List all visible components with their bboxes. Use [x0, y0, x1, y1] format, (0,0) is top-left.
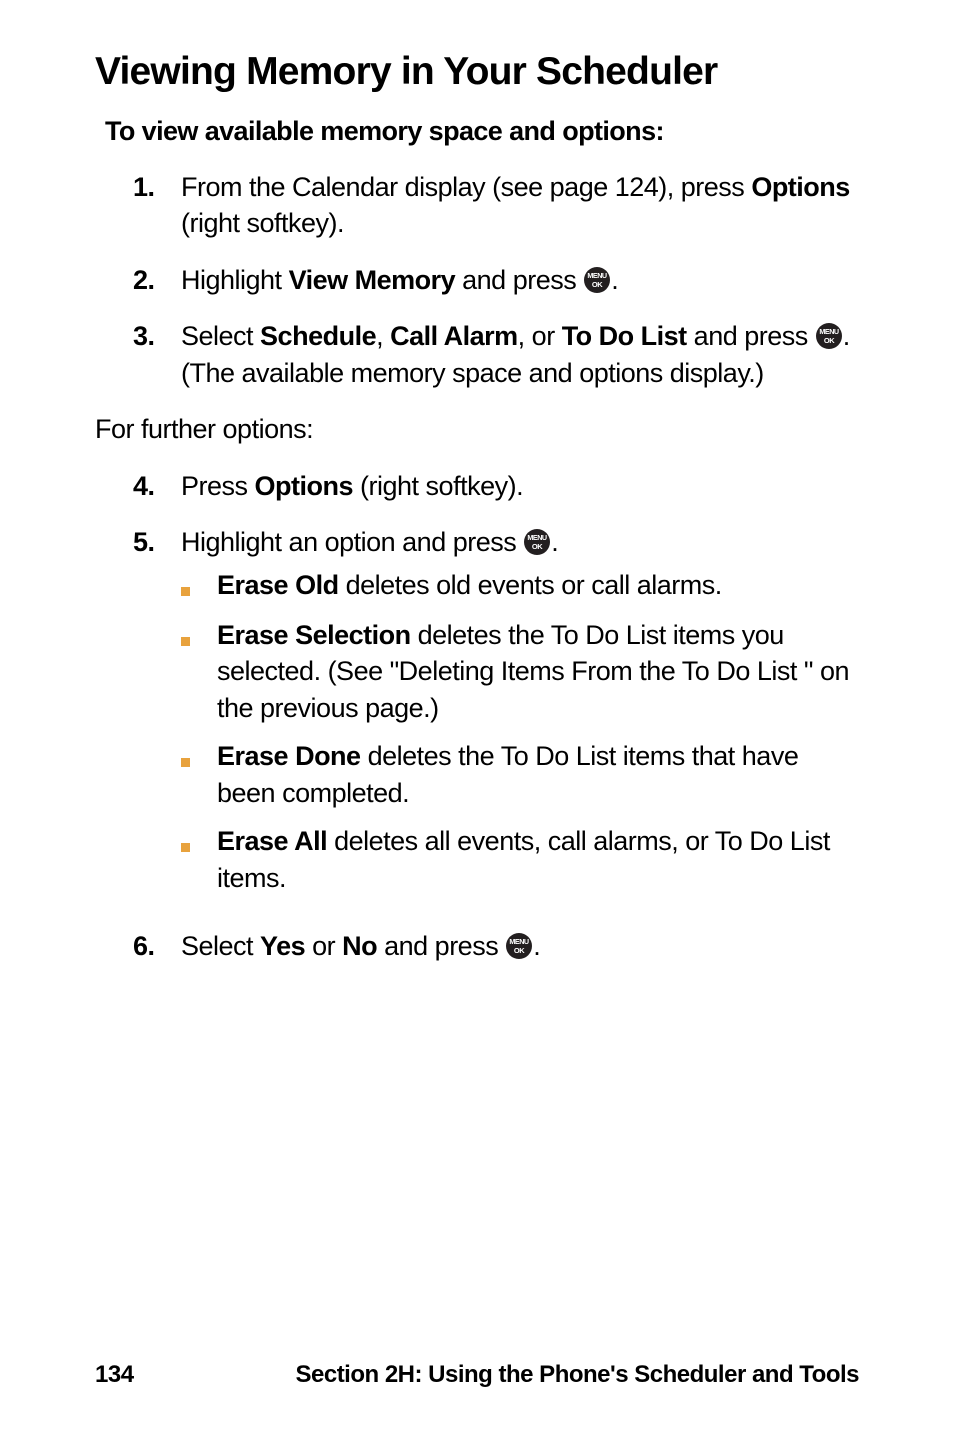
sub-option: Erase Done deletes the To Do List items …	[181, 738, 859, 811]
step-2: 2. Highlight View Memory and press .	[133, 262, 859, 298]
bullet-icon	[181, 738, 217, 811]
bullet-icon	[181, 567, 217, 605]
bullet-icon	[181, 617, 217, 726]
page-footer: 134 Section 2H: Using the Phone's Schedu…	[95, 1361, 859, 1389]
step-number: 2.	[133, 262, 181, 298]
section-title: Section 2H: Using the Phone's Scheduler …	[295, 1361, 859, 1389]
step-body: Highlight an option and press . Erase Ol…	[181, 524, 859, 908]
step-body: From the Calendar display (see page 124)…	[181, 169, 859, 242]
sub-option: Erase All deletes all events, call alarm…	[181, 823, 859, 896]
step-number: 3.	[133, 318, 181, 391]
menu-ok-icon	[505, 932, 533, 960]
bullet-icon	[181, 823, 217, 896]
step-4: 4. Press Options (right softkey).	[133, 468, 859, 504]
step-3: 3. Select Schedule, Call Alarm, or To Do…	[133, 318, 859, 391]
menu-ok-icon	[583, 266, 611, 294]
step-5: 5. Highlight an option and press . Erase…	[133, 524, 859, 908]
sub-option: Erase Selection deletes the To Do List i…	[181, 617, 859, 726]
step-body: Highlight View Memory and press .	[181, 262, 859, 298]
menu-ok-icon	[523, 528, 551, 556]
step-number: 6.	[133, 928, 181, 964]
sub-option: Erase Old deletes old events or call ala…	[181, 567, 859, 605]
page-heading: Viewing Memory in Your Scheduler	[95, 50, 859, 94]
steps-list-1: 1. From the Calendar display (see page 1…	[133, 169, 859, 391]
step-number: 1.	[133, 169, 181, 242]
step-1: 1. From the Calendar display (see page 1…	[133, 169, 859, 242]
sub-options-list: Erase Old deletes old events or call ala…	[181, 567, 859, 897]
step-body: Press Options (right softkey).	[181, 468, 859, 504]
steps-list-2: 4. Press Options (right softkey). 5. Hig…	[133, 468, 859, 965]
step-number: 5.	[133, 524, 181, 908]
step-body: Select Schedule, Call Alarm, or To Do Li…	[181, 318, 859, 391]
mid-text: For further options:	[95, 411, 859, 447]
step-number: 4.	[133, 468, 181, 504]
intro-text: To view available memory space and optio…	[105, 116, 859, 147]
step-body: Select Yes or No and press .	[181, 928, 859, 964]
page-number: 134	[95, 1361, 134, 1389]
step-6: 6. Select Yes or No and press .	[133, 928, 859, 964]
menu-ok-icon	[815, 322, 843, 350]
